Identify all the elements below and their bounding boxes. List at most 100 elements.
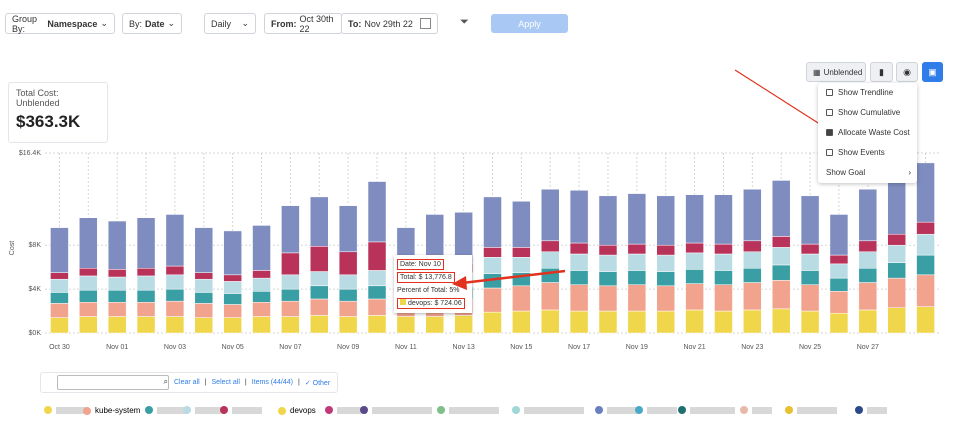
menu-item[interactable]: Allocate Waste Cost [826,128,910,137]
bar-segment [136,289,156,303]
bar-segment [627,270,647,285]
clear-all[interactable]: Clear all [174,379,200,386]
tooltip-percent: Percent of Total: 5% [397,287,460,294]
bar-segment [252,291,271,303]
checkbox[interactable] [826,109,833,116]
bar-segment [107,302,127,317]
bar-segment [338,251,358,276]
bar-segment [743,309,762,334]
summary-value: $363.3K [16,112,81,131]
menu-item[interactable]: Show Cumulative [826,108,900,117]
bar-segment [483,311,502,334]
items-count[interactable]: Items (44/44) [251,379,293,386]
bar-segment [165,274,185,290]
bar-segment [540,188,560,242]
other-label: Other [312,379,331,387]
bar-segment [79,267,98,277]
bar-segment [310,298,329,316]
x-tick-label: Nov 05 [222,344,244,351]
bar-segment [136,267,156,277]
apply-button[interactable]: Apply [491,14,568,33]
bar-segment [107,220,127,270]
bar-segment [627,284,647,312]
bar-segment [887,262,906,279]
bar-segment [50,272,69,280]
checkbox[interactable] [826,149,833,156]
bar-segment [771,308,791,334]
bar-segment [310,196,329,247]
checkbox[interactable] [826,89,833,96]
chart-type-button[interactable]: ▮ [870,62,893,82]
bar-segment [627,243,647,255]
bar-segment [771,280,791,310]
legend-item [44,406,86,414]
bar-segment [338,274,358,290]
bar-segment [252,270,271,279]
x-tick-label: Nov 21 [684,344,706,351]
save-button[interactable]: ▣ [922,62,943,82]
y-tick-label: $16.4K [19,150,42,157]
bar-segment [598,254,618,272]
chevron: › [908,168,911,177]
bar-segment [281,252,300,276]
x-tick-label: Nov 13 [453,344,475,351]
tooltip: Date: Nov 10 Total: $ 13,776.8 Percent o… [394,255,472,313]
interval-dropdown[interactable]: Daily ⌄ [204,13,256,34]
bar-segment [107,289,127,303]
bar-segment [887,277,906,309]
checkbox[interactable] [826,129,833,136]
bar-segment [338,316,358,334]
bar-segment [569,190,589,244]
menu-item[interactable]: Show Trendline [826,88,893,97]
bar-segment [136,302,156,317]
bar-segment [598,244,618,256]
search-input[interactable]: ⌕ [57,375,169,390]
bar-segment [800,270,820,285]
group-by-dropdown[interactable]: Group By: Namespace ⌄ [5,13,115,34]
bar-segment [569,310,589,334]
bar-segment [656,254,675,272]
legend-item [360,406,432,414]
bar-segment [714,194,733,245]
bar-segment [540,282,560,311]
select-all[interactable]: Select all [211,379,240,386]
bar-segment [50,278,69,293]
bar-segment [887,307,906,334]
tooltip-total: Total: $ 13,776.8 [397,272,455,283]
bar-segment [310,246,329,272]
bar-segment [771,264,791,281]
menu-item[interactable]: Show Goal › [826,168,911,177]
bar-segment [829,277,849,292]
x-tick-label: Nov 27 [857,344,879,351]
tooltip-date: Date: Nov 10 [397,259,444,270]
bar-segment [50,227,69,273]
from-date[interactable]: From: Oct 30th 22 [264,13,342,34]
value: Namespace [47,18,98,29]
view-button[interactable]: ◉ [896,62,918,82]
other[interactable]: ✓ Other [304,379,331,387]
bar-segment [223,230,242,276]
y-tick-label: $4K [29,286,42,293]
filter-icon[interactable]: ⏷ [460,16,469,28]
x-tick-label: Nov 15 [510,344,532,351]
to-date[interactable]: To: Nov 29th 22 [341,13,438,34]
by-dropdown[interactable]: By: Date ⌄ [122,13,182,34]
cost-type-button[interactable]: ▦ Unblended [806,62,866,82]
bar-segment [252,302,271,317]
x-tick-label: Nov 07 [279,344,301,351]
bar-segment [858,240,878,253]
bar-segment [512,272,531,287]
label: To: [348,18,362,29]
bar-segment [454,315,473,334]
bar-segment [627,253,647,271]
bar-segment [598,285,618,312]
bar-segment [310,285,329,300]
bar-segment [800,310,820,334]
bar-segment [685,252,704,270]
menu-label: Show Events [838,148,885,157]
bar-segment [165,300,185,317]
y-tick-label: $0K [29,330,42,337]
bar-segment [800,284,820,312]
menu-item[interactable]: Show Events [826,148,885,157]
bar-segment [771,236,791,248]
